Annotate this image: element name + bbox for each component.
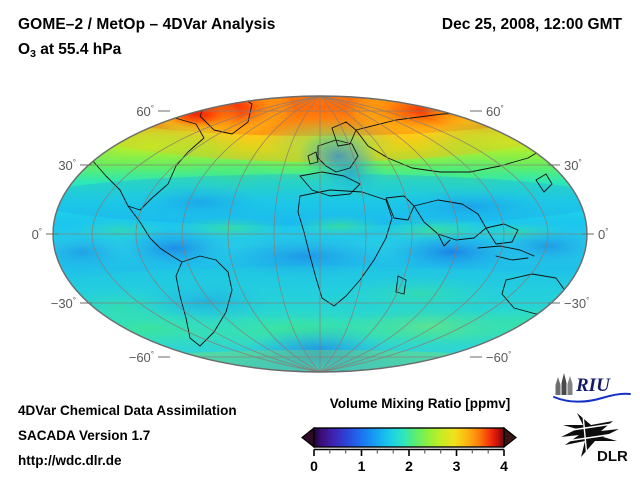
- species-level-label: O3 at 55.4 hPa: [18, 41, 122, 60]
- dlr-logo: DLR: [561, 413, 628, 465]
- colorbar-tick-0: 0: [310, 458, 318, 474]
- colorbar-tick-3: 3: [453, 458, 461, 474]
- colorbar-tick-2: 2: [405, 458, 413, 474]
- dlr-wordmark: DLR: [597, 448, 628, 465]
- footer-line-assimilation: 4DVar Chemical Data Assimilation: [18, 403, 237, 418]
- colorbar-tick-labels: 0 1 2 3 4: [310, 458, 508, 474]
- lat-label-30n-left: 30°: [58, 158, 76, 173]
- meridian-120e: [319, 96, 505, 372]
- meridian-30w: [273, 96, 321, 372]
- meridian-90w: [181, 96, 321, 372]
- colorbar-panel: Volume Mixing Ratio [ppmv]: [300, 396, 550, 476]
- lat-label-60n-right: 60°: [486, 104, 504, 119]
- colorbar-extend-max: [503, 426, 517, 449]
- graticule: [53, 96, 587, 372]
- riu-wordmark: RIU: [575, 375, 611, 396]
- ozone-map: 0° 30° 60° −30° −60° 0° 30° 60° −30° −60…: [32, 95, 609, 373]
- lat-label-60n-left: 60°: [136, 104, 154, 119]
- riu-logo: RIU: [553, 373, 631, 403]
- species-symbol: O: [18, 41, 31, 58]
- lat-label-0-left: 0°: [32, 227, 42, 242]
- meridian-60w: [227, 96, 321, 372]
- colorbar-extend-min: [301, 426, 315, 449]
- colorbar: 0 1 2 3 4: [301, 426, 517, 474]
- colorbar-minor-ticks: [329, 449, 489, 454]
- dlr-star-icon: [561, 413, 622, 458]
- colorbar-frame: [313, 427, 505, 448]
- colorbar-tick-1: 1: [358, 458, 366, 474]
- world-map-panel: 0° 30° 60° −30° −60° 0° 30° 60° −30° −60…: [0, 80, 640, 390]
- riu-swoosh-icon: [553, 392, 631, 403]
- meridian-60e: [319, 96, 413, 372]
- meridian-30e: [319, 96, 367, 372]
- meridian-150e: [319, 96, 549, 372]
- footer-line-version: SACADA Version 1.7: [18, 428, 151, 443]
- colorbar-major-ticks: [313, 449, 505, 456]
- lat-label-0-right: 0°: [598, 227, 608, 242]
- latitude-ticks: [46, 110, 594, 358]
- species-pressure: at 55.4 hPa: [35, 41, 122, 58]
- lat-label-60s-right: −60°: [486, 350, 511, 365]
- page-title: GOME–2 / MetOp – 4DVar Analysis: [18, 16, 276, 33]
- footer-line-url[interactable]: http://wdc.dlr.de: [18, 453, 122, 468]
- colorbar-dither: [314, 428, 504, 447]
- riu-tower-icon: [555, 373, 573, 395]
- lat-label-30s-right: −30°: [564, 296, 589, 311]
- lat-label-30s-left: −30°: [51, 296, 76, 311]
- species-subscript: 3: [30, 48, 36, 60]
- timestamp-label: Dec 25, 2008, 12:00 GMT: [441, 16, 622, 33]
- meridian-90e: [319, 96, 459, 372]
- lat-label-30n-right: 30°: [564, 158, 582, 173]
- lat-label-60s-left: −60°: [129, 350, 154, 365]
- meridian-150w: [91, 96, 321, 372]
- colorbar-title: Volume Mixing Ratio [ppmv]: [329, 396, 511, 411]
- colorbar-tick-4: 4: [500, 458, 508, 474]
- meridian-120w: [135, 96, 321, 372]
- latitude-labels: 0° 30° 60° −30° −60° 0° 30° 60° −30° −60…: [32, 104, 609, 365]
